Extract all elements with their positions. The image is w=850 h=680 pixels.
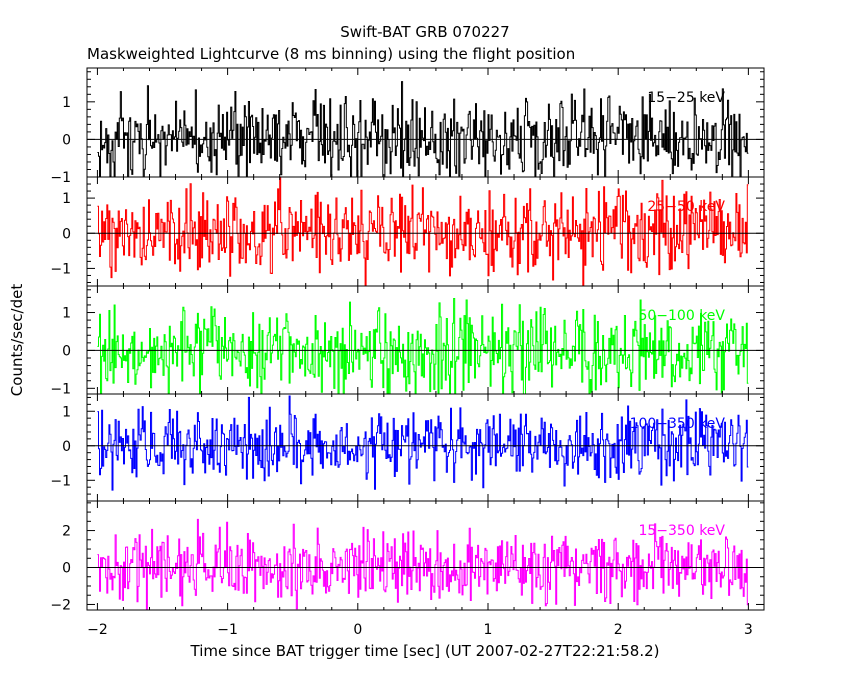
panel-frame (86, 500, 765, 611)
y-tick-label: 0 (62, 226, 71, 242)
y-tick-label: 1 (62, 191, 71, 207)
panel-1: −1 0 1 15−25 keV (50, 67, 765, 186)
band-label: 25−50 keV (647, 199, 725, 215)
y-tick-label: −1 (50, 381, 71, 397)
series-line-5 (97, 518, 749, 611)
x-tick-label: 0 (353, 622, 362, 638)
x-tick-label: −2 (87, 622, 108, 638)
x-axis: −2 −1 0 1 2 3 (87, 622, 753, 638)
x-tick-label: 3 (744, 622, 753, 638)
x-tick-label: −1 (217, 622, 238, 638)
y-tick-label: 1 (62, 404, 71, 420)
series-line-4 (97, 395, 749, 491)
y-tick-label: −1 (50, 170, 71, 186)
panel-5: −2 0 2 15−350 keV (50, 500, 765, 613)
series-line-3 (97, 298, 749, 395)
band-label: 15−25 keV (647, 90, 725, 106)
band-label: 100−350 keV (630, 416, 726, 432)
y-tick-label: 0 (62, 439, 71, 455)
y-tick-label: −1 (50, 261, 71, 277)
panels-group: −1 0 1 15−25 keV −1 0 1 25−50 keV −1 0 1 50−100 keV… (50, 67, 765, 613)
panel-2: −1 0 1 25−50 keV (50, 176, 765, 287)
y-tick-label: 0 (62, 561, 71, 577)
y-tick-label: −1 (50, 473, 71, 489)
y-tick-label: 1 (62, 306, 71, 322)
chart-subtitle: Maskweighted Lightcurve (8 ms binning) u… (87, 45, 575, 63)
band-label: 50−100 keV (638, 308, 725, 324)
y-axis-label: Counts/sec/det (8, 284, 26, 397)
x-tick-label: 2 (614, 622, 623, 638)
y-tick-label: 0 (62, 343, 71, 359)
panel-4: −1 0 1 100−350 keV (50, 393, 765, 502)
y-tick-label: −2 (50, 597, 71, 613)
band-label: 15−350 keV (638, 523, 725, 539)
y-tick-label: 2 (62, 524, 71, 540)
series-line-1 (97, 81, 749, 178)
x-axis-label: Time since BAT trigger time [sec] (UT 20… (190, 642, 660, 660)
series-line-2 (97, 176, 749, 287)
y-tick-label: 1 (62, 95, 71, 111)
x-tick-label: 1 (484, 622, 493, 638)
y-tick-label: 0 (62, 132, 71, 148)
panel-3: −1 0 1 50−100 keV (50, 285, 765, 397)
chart-title: Swift-BAT GRB 070227 (340, 23, 509, 41)
